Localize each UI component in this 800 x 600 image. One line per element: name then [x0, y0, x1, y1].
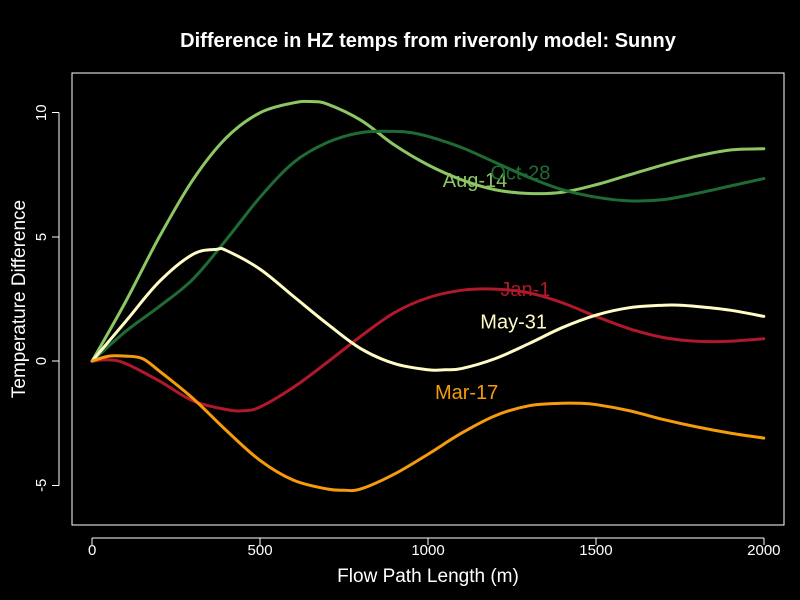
series-lines	[90, 99, 766, 493]
y-tick-label: 10	[33, 104, 50, 121]
x-tick-label: 1500	[579, 542, 612, 559]
series-label-mar-17: Mar-17	[435, 382, 498, 404]
x-tick-label: 1000	[411, 542, 444, 559]
series-line-jan-1	[90, 287, 766, 413]
series-label-jan-1: Jan-1	[500, 279, 550, 301]
series-line-aug-14	[90, 99, 766, 363]
series-line-may-31	[90, 246, 766, 372]
series-label-oct-28: Oct-28	[490, 162, 550, 184]
y-tick-label: -5	[33, 479, 50, 492]
y-tick-label: 5	[33, 233, 50, 241]
plot-frame	[71, 72, 785, 526]
axes: 0 500 1000 1500 2000 -5 0 5 10	[33, 72, 785, 559]
series-label-aug-14: Aug-14	[443, 170, 508, 192]
x-axis-label: Flow Path Length (m)	[337, 566, 519, 587]
y-tick-label: 0	[33, 357, 50, 365]
y-axis-label: Temperature Difference	[9, 200, 30, 398]
series-label-may-31: May-31	[480, 311, 547, 333]
x-tick-label: 500	[248, 542, 273, 559]
x-tick-label: 0	[88, 542, 96, 559]
series-line-oct-28	[90, 129, 766, 363]
x-tick-label: 2000	[747, 542, 780, 559]
series-line-mar-17	[90, 354, 766, 493]
chart-title: Difference in HZ temps from riveronly mo…	[180, 30, 677, 52]
